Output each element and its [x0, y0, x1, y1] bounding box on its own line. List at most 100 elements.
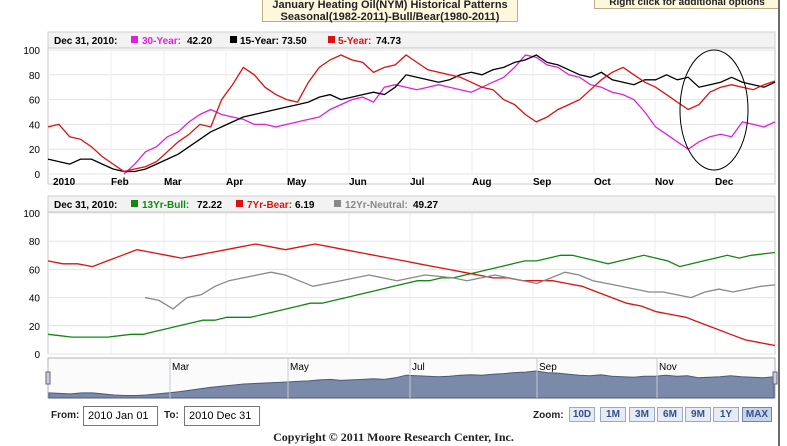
legend-7yr-bear-name: 7Yr-Bear: [247, 200, 289, 211]
to-date-input[interactable]: [184, 406, 260, 426]
legend-30-year-value: 42.20: [187, 36, 212, 47]
svg-text:42.20: 42.20: [187, 36, 212, 47]
bottom-series: [47, 243, 776, 347]
y-tick-label-0: 0: [34, 350, 40, 361]
top-x-axis: 2010 Feb Mar Apr May Jun Jul Aug Sep Oct Nov Dec: [53, 177, 734, 188]
y-tick-label-60: 60: [29, 265, 41, 276]
bottom-panel: 0 20 40 60 80 100 Dec 31, 2010: 13Yr-Bull: 72…: [23, 195, 776, 361]
legend-5-year-name: 5-Year: [338, 36, 368, 47]
zoom-button-1m[interactable]: 1M: [600, 407, 626, 422]
to-label: To:: [164, 410, 179, 421]
zoom-button-1y[interactable]: 1Y: [713, 407, 739, 422]
top-legend-date: Dec 31, 2010:: [54, 36, 117, 47]
chart-title-line2: Seasonal(1982-2011)-Bull/Bear(1980-2011): [280, 11, 500, 23]
y-tick-label-40: 40: [29, 294, 41, 305]
series-line-12yr-neutral: [144, 271, 776, 310]
december-annotation-ellipse: [679, 49, 749, 171]
y-tick-label-20: 20: [29, 322, 41, 333]
legend-swatch-7yr-bear: [236, 200, 243, 207]
series-line-5-year: [47, 54, 776, 173]
series-line-13yr-bull: [47, 251, 776, 338]
x-tick-label-may: May: [287, 177, 307, 188]
svg-text:49.27: 49.27: [413, 200, 438, 211]
navigator[interactable]: Mar May Jul Sep Nov: [45, 357, 778, 399]
y-tick-label-0: 0: [34, 170, 40, 181]
svg-text:30-Year:: 30-Year:: [142, 36, 181, 47]
navigator-month-ticks: Mar May Jul Sep Nov: [169, 358, 677, 398]
svg-text:Dec 31, 2010:: Dec 31, 2010:: [54, 36, 117, 47]
x-tick-label-2010: 2010: [53, 177, 76, 188]
nav-tick-label-jul: Jul: [412, 362, 425, 373]
y-tick-label-60: 60: [29, 96, 41, 107]
y-tick-label-40: 40: [29, 120, 41, 131]
y-tick-label-80: 80: [29, 71, 41, 82]
nav-tick-label-nov: Nov: [659, 362, 677, 373]
svg-text:12Yr-Neutral:: 12Yr-Neutral:: [345, 200, 408, 211]
zoom-button-max[interactable]: MAX: [742, 407, 772, 422]
legend-swatch-5-year: [328, 36, 335, 43]
nav-tick-label-sep: Sep: [539, 362, 557, 373]
bottom-grid: [48, 212, 775, 355]
top-series: [47, 54, 776, 175]
svg-text:72.22: 72.22: [197, 200, 222, 211]
x-tick-label-aug: Aug: [472, 177, 491, 188]
svg-text:74.73: 74.73: [376, 36, 401, 47]
svg-text:5-Year:: 5-Year:: [338, 36, 371, 47]
from-date-input[interactable]: [83, 406, 158, 426]
svg-text:7Yr-Bear:: 7Yr-Bear:: [247, 200, 292, 211]
top-plot-area: [47, 47, 776, 185]
x-tick-label-mar: Mar: [164, 177, 182, 188]
legend-7yr-bear-value: 6.19: [295, 200, 315, 211]
x-tick-label-sep: Sep: [533, 177, 551, 188]
zoom-button-9m[interactable]: 9M: [685, 407, 711, 422]
legend-5-year-value: 74.73: [376, 36, 401, 47]
legend-swatch-13yr-bull: [131, 200, 138, 207]
x-tick-label-apr: Apr: [226, 177, 243, 188]
series-line-15-year: [47, 54, 776, 173]
x-tick-label-oct: Oct: [594, 177, 611, 188]
x-tick-label-feb: Feb: [111, 177, 129, 188]
chart-title-box: January Heating Oil(NYM) Historical Patt…: [262, 0, 518, 23]
svg-text:Dec 31, 2010:: Dec 31, 2010:: [54, 200, 117, 211]
from-label: From:: [51, 410, 80, 421]
legend-swatch-12yr-neutral: [334, 200, 341, 207]
legend-swatch-30-year: [131, 36, 138, 43]
x-tick-label-jun: Jun: [349, 177, 367, 188]
top-y-axis: 0 20 40 60 80 100: [23, 46, 40, 181]
copyright: Copyright © 2011 Moore Research Center, …: [273, 430, 514, 444]
legend-15-year-value: 73.50: [282, 36, 307, 47]
series-line-30-year: [123, 54, 776, 175]
nav-tick-label-may: May: [290, 362, 309, 373]
zoom-button-10d[interactable]: 10D: [569, 407, 595, 422]
svg-text:15-Year: 73.50: 15-Year: 73.50: [240, 36, 307, 47]
y-tick-label-80: 80: [29, 237, 41, 248]
legend-12yr-neutral-name: 12Yr-Neutral: [345, 200, 405, 211]
zoom-button-3m[interactable]: 3M: [629, 407, 655, 422]
navigator-area: [48, 370, 775, 399]
x-tick-label-jul: Jul: [410, 177, 425, 188]
chart-title-line1: January Heating Oil(NYM) Historical Patt…: [272, 0, 508, 11]
legend-15-year-name: 15-Year: [240, 36, 276, 47]
bottom-legend-date: Dec 31, 2010:: [54, 200, 117, 211]
series-line-7yr-bear: [47, 243, 776, 347]
svg-text:13Yr-Bull:: 13Yr-Bull:: [142, 200, 189, 211]
x-tick-label-nov: Nov: [655, 177, 674, 188]
top-panel: 0 20 40 60 80 100 2010 Feb Mar Apr May Jun Jul Aug Se…: [23, 31, 776, 188]
y-tick-label-20: 20: [29, 145, 41, 156]
y-tick-label-100: 100: [23, 209, 40, 220]
legend-30-year-name: 30-Year: [142, 36, 178, 47]
legend-swatch-15-year: [230, 36, 237, 43]
y-tick-label-100: 100: [23, 46, 40, 57]
zoom-label: Zoom:: [533, 410, 564, 421]
x-tick-label-dec: Dec: [715, 177, 734, 188]
navigator-handle-right[interactable]: [772, 371, 778, 385]
nav-tick-label-mar: Mar: [172, 362, 190, 373]
legend-13yr-bull-name: 13Yr-Bull: [142, 200, 186, 211]
navigator-handle-left[interactable]: [45, 371, 51, 385]
legend-13yr-bull-value: 72.22: [197, 200, 222, 211]
legend-12yr-neutral-value: 49.27: [413, 200, 438, 211]
zoom-button-6m[interactable]: 6M: [657, 407, 683, 422]
bottom-y-axis: 0 20 40 60 80 100: [23, 209, 40, 361]
bottom-plot-area: [47, 211, 776, 355]
